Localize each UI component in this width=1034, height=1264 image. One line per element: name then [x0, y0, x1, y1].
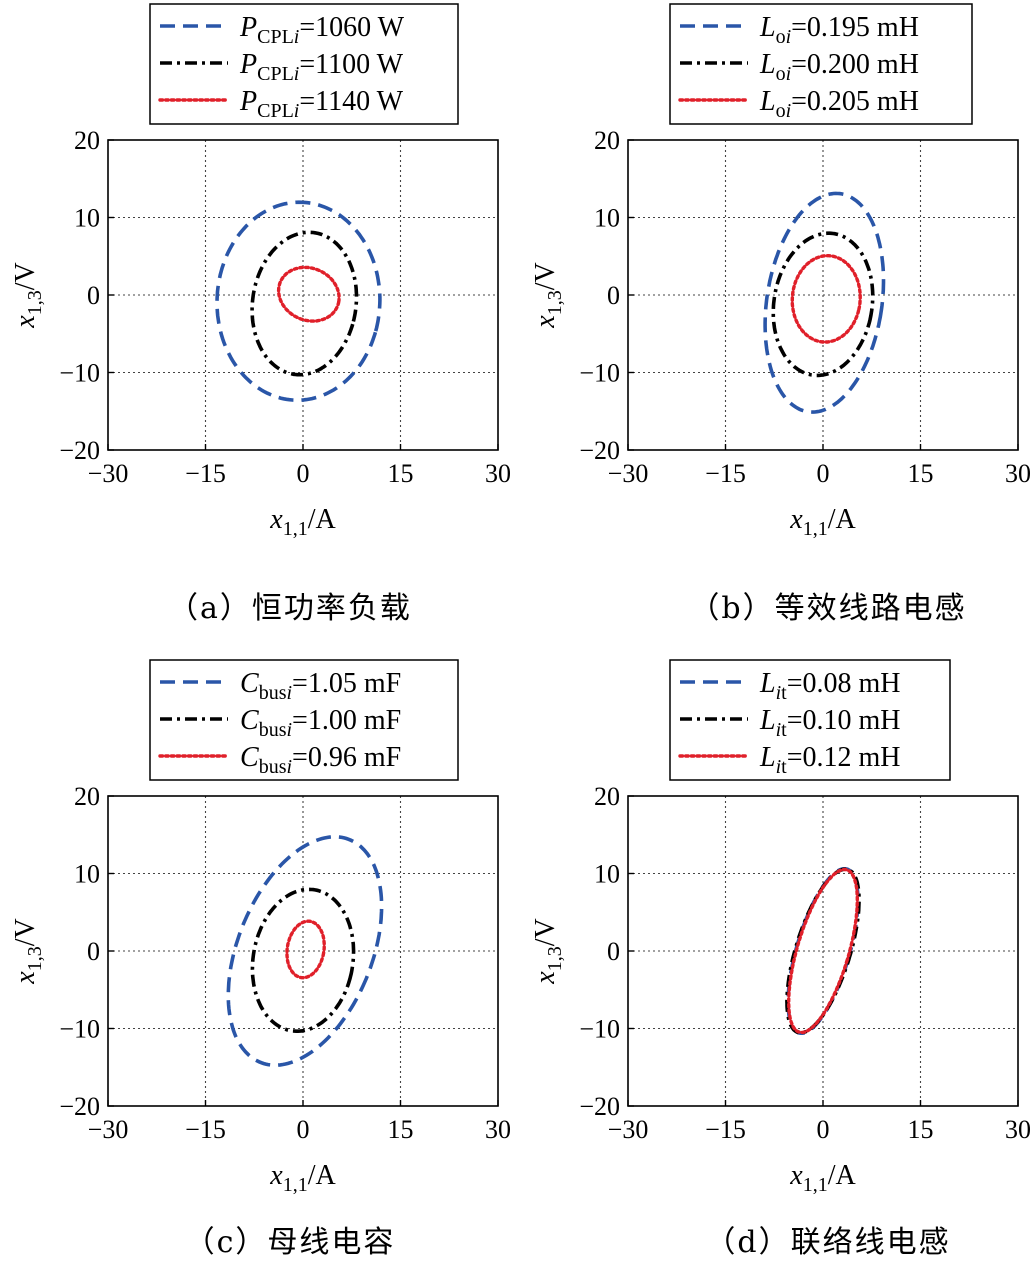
y-axis-label: x1,3/V	[10, 918, 46, 984]
y-tick-label: 0	[87, 937, 100, 966]
y-tick-label: 10	[594, 204, 620, 233]
x-tick-label: 0	[297, 1115, 310, 1144]
series-line-3	[285, 919, 326, 980]
x-tick-label: 30	[1005, 1115, 1031, 1144]
legend-label-3: Loi=0.205 mH	[759, 86, 919, 122]
x-tick-label: 0	[297, 459, 310, 488]
y-tick-label: −10	[579, 359, 620, 388]
legend-label-2: PCPLi=1100 W	[239, 49, 404, 85]
y-tick-label: 0	[607, 281, 620, 310]
x-tick-label: 15	[388, 1115, 414, 1144]
y-tick-label: 0	[87, 281, 100, 310]
y-tick-label: 20	[74, 782, 100, 811]
chart-panel-d: −30 −15 0 15 30 20 10 0 −10 −20 x1,1/A x1,3/V Lit=0.…	[530, 659, 1031, 1260]
legend-box	[669, 3, 973, 125]
y-tick-label: 20	[74, 126, 100, 155]
x-axis-label: x1,1/A	[789, 504, 856, 540]
legend-label-3: Lit=0.12 mH	[759, 742, 901, 778]
x-tick-label: −15	[705, 1115, 746, 1144]
x-axis-label: x1,1/A	[789, 1160, 856, 1196]
y-tick-label: −20	[59, 1092, 100, 1121]
legend-label-1: Cbusi=1.05 mF	[240, 668, 401, 704]
series-line-3	[787, 867, 859, 1035]
y-axis-label: x1,3/V	[530, 262, 566, 328]
panel-caption-d: （d）联络线电感	[705, 1225, 950, 1260]
chart-panel-c: −30 −15 0 15 30 20 10 0 −10 −20 x1,1/A x1,3/V Cbusi=…	[10, 659, 511, 1260]
x-tick-label: 0	[817, 1115, 830, 1144]
series-line-3	[790, 254, 862, 344]
x-tick-label: 30	[485, 1115, 511, 1144]
chart-panel-a: −30 −15 0 15 30 20 10 0 −10 −20 x1,1/A x1,3/V PCPLi=…	[10, 3, 511, 626]
series-line-1	[215, 200, 382, 403]
x-tick-label: 15	[908, 459, 934, 488]
y-tick-label: −10	[59, 359, 100, 388]
legend-box	[149, 659, 459, 781]
legend-label-1: PCPLi=1060 W	[239, 12, 405, 48]
y-tick-label: 20	[594, 126, 620, 155]
y-axis-label: x1,3/V	[530, 918, 566, 984]
legend-label-3: PCPLi=1140 W	[239, 86, 404, 122]
x-tick-label: −30	[88, 1115, 129, 1144]
legend-label-1: Lit=0.08 mH	[759, 668, 901, 704]
y-tick-label: −20	[59, 436, 100, 465]
x-tick-label: 15	[908, 1115, 934, 1144]
series-line-2	[250, 230, 359, 377]
x-tick-label: −15	[185, 459, 226, 488]
legend-label-2: Loi=0.200 mH	[759, 49, 919, 85]
series-line-2	[250, 887, 356, 1033]
series-line-3	[276, 265, 341, 323]
series-line-1	[763, 191, 886, 414]
x-tick-label: −30	[608, 1115, 649, 1144]
x-tick-label: 0	[817, 459, 830, 488]
x-tick-label: −30	[88, 459, 129, 488]
y-tick-label: 10	[594, 860, 620, 889]
chart-panel-b: −30 −15 0 15 30 20 10 0 −10 −20 x1,1/A x1,3/V Loi=0.…	[530, 3, 1031, 626]
y-tick-label: −20	[579, 1092, 620, 1121]
legend-label-2: Cbusi=1.00 mF	[240, 705, 401, 741]
series-line-1	[226, 834, 384, 1068]
x-tick-label: −30	[608, 459, 649, 488]
x-axis-label: x1,1/A	[269, 1160, 336, 1196]
y-tick-label: −20	[579, 436, 620, 465]
x-tick-label: 15	[388, 459, 414, 488]
legend-label-1: Loi=0.195 mH	[759, 12, 919, 48]
x-tick-label: −15	[705, 459, 746, 488]
x-tick-label: 30	[1005, 459, 1031, 488]
panel-caption-b: （b）等效线路电感	[689, 591, 966, 626]
y-axis-label: x1,3/V	[10, 262, 46, 328]
y-tick-label: −10	[579, 1015, 620, 1044]
panel-caption-a: （a）恒功率负载	[168, 591, 412, 626]
y-tick-label: 10	[74, 204, 100, 233]
x-axis-label: x1,1/A	[269, 504, 336, 540]
x-tick-label: −15	[185, 1115, 226, 1144]
legend-box	[149, 3, 459, 125]
x-tick-label: 30	[485, 459, 511, 488]
legend-label-2: Lit=0.10 mH	[759, 705, 901, 741]
y-tick-label: 10	[74, 860, 100, 889]
y-tick-label: 0	[607, 937, 620, 966]
legend-label-3: Cbusi=0.96 mF	[240, 742, 401, 778]
panel-caption-c: （c）母线电容	[185, 1225, 396, 1260]
y-tick-label: 20	[594, 782, 620, 811]
y-tick-label: −10	[59, 1015, 100, 1044]
